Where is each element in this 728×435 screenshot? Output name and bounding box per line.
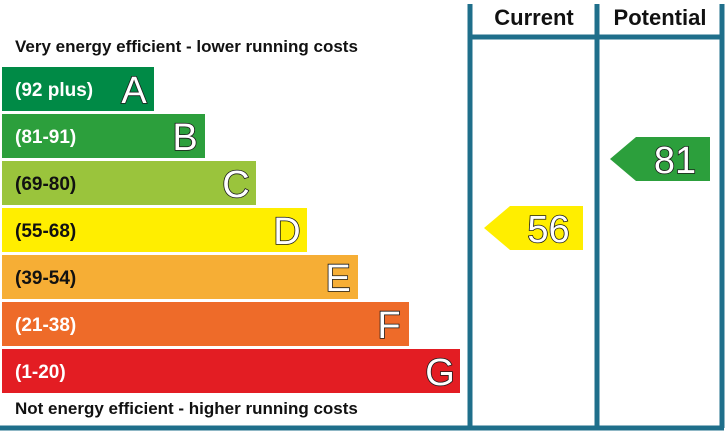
band-g-letter: G bbox=[425, 352, 455, 394]
band-e: (39-54) E bbox=[2, 255, 358, 301]
band-c: (69-80) C bbox=[2, 161, 256, 207]
band-g: (1-20) G bbox=[2, 349, 460, 395]
band-d: (55-68) D bbox=[2, 208, 307, 254]
band-c-bar bbox=[2, 161, 256, 205]
band-d-range: (55-68) bbox=[15, 221, 76, 242]
band-b-range: (81-91) bbox=[15, 127, 76, 148]
potential-rating-arrow-shape bbox=[610, 137, 710, 181]
band-g-bar bbox=[2, 349, 460, 393]
band-a-range: (92 plus) bbox=[15, 80, 93, 101]
band-a: (92 plus) A bbox=[2, 67, 154, 113]
rating-arrows: 56 81 bbox=[484, 137, 710, 252]
band-d-letter: D bbox=[273, 211, 300, 253]
band-e-bar bbox=[2, 255, 358, 299]
current-rating-arrow: 56 bbox=[484, 206, 583, 252]
band-f-bar bbox=[2, 302, 409, 346]
current-column-header: Current bbox=[494, 5, 574, 30]
rating-bands: (92 plus) A(81-91) B(69-80) C(55-68) D(39-54… bbox=[2, 67, 460, 395]
band-a-letter: A bbox=[121, 70, 147, 112]
chart-frame bbox=[0, 4, 725, 431]
band-g-range: (1-20) bbox=[15, 362, 66, 383]
bottom-caption: Not energy efficient - higher running co… bbox=[15, 399, 358, 418]
band-f-range: (21-38) bbox=[15, 315, 76, 336]
current-rating-arrow-value: 56 bbox=[527, 209, 569, 251]
band-b-bar bbox=[2, 114, 205, 158]
potential-column-header: Potential bbox=[614, 5, 707, 30]
band-f: (21-38) F bbox=[2, 302, 409, 348]
band-a-bar bbox=[2, 67, 154, 111]
top-caption: Very energy efficient - lower running co… bbox=[15, 37, 358, 56]
band-b-letter: B bbox=[172, 117, 197, 159]
band-c-letter: C bbox=[222, 164, 249, 206]
band-e-letter: E bbox=[325, 258, 350, 300]
current-rating-arrow-shape bbox=[484, 206, 583, 250]
potential-rating-arrow: 81 bbox=[610, 137, 710, 183]
band-b: (81-91) B bbox=[2, 114, 205, 160]
band-d-bar bbox=[2, 208, 307, 252]
band-f-letter: F bbox=[377, 305, 400, 347]
band-c-range: (69-80) bbox=[15, 174, 76, 195]
band-e-range: (39-54) bbox=[15, 268, 76, 289]
potential-rating-arrow-value: 81 bbox=[654, 140, 696, 182]
